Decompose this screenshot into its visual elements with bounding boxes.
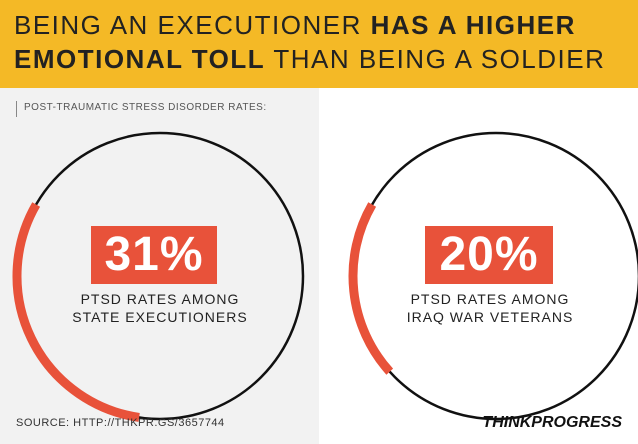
chart-subtitle: POST-TRAUMATIC STRESS DISORDER RATES: [24, 102, 267, 113]
caption-executioners: PTSD RATES AMONG STATE EXECUTIONERS [40, 290, 280, 326]
title-line-2: EMOTIONAL TOLL THAN BEING A SOLDIER [14, 44, 605, 75]
ring-arc-executioners [12, 202, 140, 422]
title-line-1: BEING AN EXECUTIONER HAS A HIGHER [14, 10, 576, 41]
title-line-1-regular: BEING AN EXECUTIONER [14, 10, 371, 40]
thinkprogress-logo: THINKPROGRESS [482, 414, 622, 431]
caption-executioners-line-2: STATE EXECUTIONERS [72, 309, 248, 325]
title-line-2-regular: THAN BEING A SOLDIER [265, 44, 606, 74]
caption-veterans-line-2: IRAQ WAR VETERANS [406, 309, 574, 325]
ring-arc-veterans [348, 202, 394, 375]
header-banner: BEING AN EXECUTIONER HAS A HIGHER EMOTIO… [0, 0, 638, 88]
caption-executioners-line-1: PTSD RATES AMONG [80, 291, 240, 307]
subtitle-divider [16, 101, 17, 117]
value-label-executioners: 31% [91, 226, 217, 284]
source-citation: SOURCE: HTTP://THKPR.GS/3657744 [16, 417, 225, 429]
title-line-1-bold: HAS A HIGHER [370, 10, 576, 40]
caption-veterans: PTSD RATES AMONG IRAQ WAR VETERANS [370, 290, 610, 326]
title-line-2-bold: EMOTIONAL TOLL [14, 44, 266, 74]
value-label-veterans: 20% [425, 226, 553, 284]
caption-veterans-line-1: PTSD RATES AMONG [410, 291, 570, 307]
